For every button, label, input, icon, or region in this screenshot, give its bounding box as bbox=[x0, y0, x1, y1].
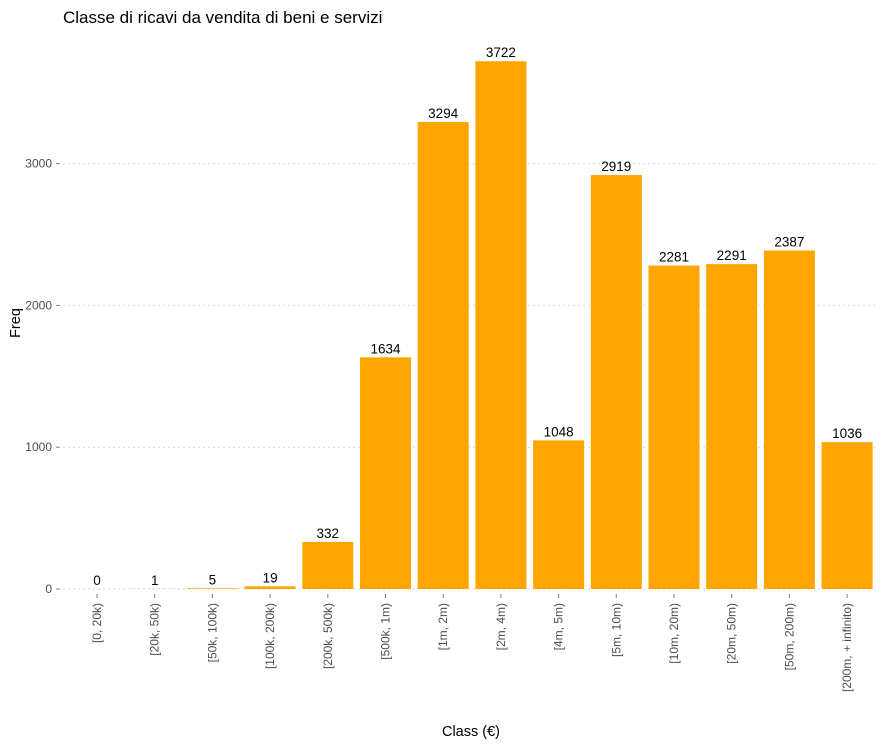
bar bbox=[706, 264, 758, 589]
x-tick-label: [50m, 200m) bbox=[782, 603, 796, 670]
data-labels: 0 1 5 19 332 1634 3294 3722 1048 2919 2281 2291 2387… bbox=[93, 45, 862, 588]
y-tick-label: 0 bbox=[45, 582, 52, 596]
bar bbox=[417, 121, 469, 589]
data-label: 1634 bbox=[370, 341, 401, 356]
y-axis-title: Freq bbox=[8, 308, 24, 338]
x-tick-label: [2m, 4m) bbox=[494, 603, 508, 650]
x-tick-label: [10m, 20m) bbox=[667, 603, 681, 664]
bar bbox=[648, 265, 700, 589]
data-label: 1 bbox=[151, 573, 159, 588]
x-tick-label: [4m, 5m) bbox=[552, 603, 566, 650]
bar bbox=[533, 440, 585, 589]
x-tick-label: [20m, 50m) bbox=[725, 603, 739, 664]
bar bbox=[360, 357, 411, 589]
x-tick-label: [500k, 1m) bbox=[379, 603, 393, 660]
data-label: 19 bbox=[263, 570, 278, 585]
chart-title: Classe di ricavi da vendita di beni e se… bbox=[63, 8, 382, 27]
data-label: 2919 bbox=[601, 159, 631, 174]
data-label: 1048 bbox=[544, 424, 574, 439]
data-label: 3722 bbox=[486, 45, 516, 60]
bar bbox=[186, 588, 238, 589]
x-axis: [0, 20k) [20k, 50k) [50k, 100k) [100k, 200k… bbox=[90, 594, 854, 692]
data-label: 2291 bbox=[717, 248, 747, 263]
y-axis: 0 1000 2000 3000 bbox=[25, 157, 60, 596]
data-label: 2281 bbox=[659, 250, 689, 265]
x-tick-label: [200m, + infinito) bbox=[840, 603, 854, 692]
data-label: 1036 bbox=[832, 426, 862, 441]
data-label: 5 bbox=[209, 572, 217, 587]
data-label: 0 bbox=[93, 573, 101, 588]
bar bbox=[821, 442, 873, 589]
data-label: 2387 bbox=[774, 235, 804, 250]
x-axis-title: Class (€) bbox=[442, 724, 500, 740]
x-tick-label: [100k, 200k) bbox=[263, 603, 277, 669]
bar bbox=[244, 586, 296, 589]
y-tick-label: 1000 bbox=[25, 440, 52, 454]
bar bbox=[763, 250, 815, 589]
x-tick-label: [1m, 2m) bbox=[436, 603, 450, 650]
y-tick-label: 2000 bbox=[25, 298, 52, 312]
bar bbox=[302, 541, 354, 589]
x-tick-label: [200k, 500k) bbox=[321, 603, 335, 669]
data-label: 332 bbox=[317, 526, 340, 541]
bar bbox=[590, 175, 642, 589]
x-tick-label: [50k, 100k) bbox=[205, 603, 219, 662]
data-label: 3294 bbox=[428, 106, 459, 121]
y-tick-label: 3000 bbox=[25, 157, 52, 171]
x-tick-label: [0, 20k) bbox=[90, 603, 104, 643]
x-tick-label: [5m, 10m) bbox=[609, 603, 623, 657]
x-tick-label: [20k, 50k) bbox=[148, 603, 162, 656]
bars bbox=[129, 61, 873, 590]
bar bbox=[475, 61, 527, 590]
